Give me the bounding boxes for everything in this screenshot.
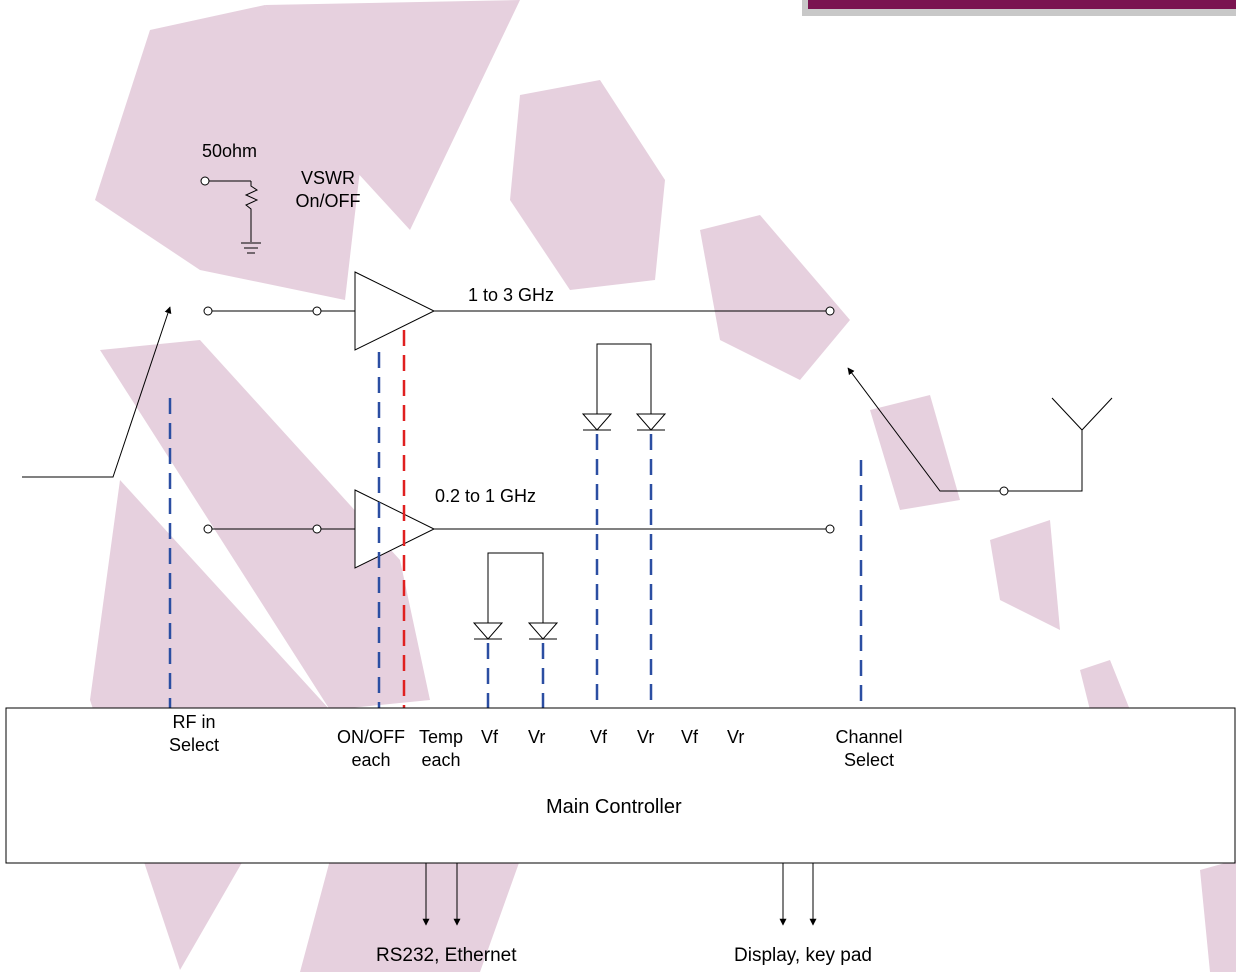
port-label-line1: Channel (835, 727, 903, 747)
band-low-label: 0.2 to 1 GHz (435, 486, 537, 506)
output-ui-label: Display, key pad (734, 945, 872, 966)
amplifier-low (354, 489, 436, 569)
amplifier-high (354, 271, 436, 351)
input-switch (22, 306, 172, 478)
output-switch-antenna (847, 367, 1113, 496)
port-vf-1: Vf (481, 727, 499, 747)
output-comm-label: RS232, Ethernet (376, 945, 517, 966)
port-channel-select: Channel Select (824, 726, 914, 772)
port-rf-in-select: RF in Select (154, 711, 234, 757)
vswr-label: VSWR On/OFF (288, 167, 368, 213)
path-high-band (203, 271, 835, 351)
band-high-label: 1 to 3 GHz (468, 285, 555, 305)
port-temp-each: Temp each (410, 726, 472, 772)
vswr-label-line1: VSWR (301, 168, 355, 188)
port-label-line1: Temp (418, 727, 463, 747)
output-arrows (422, 863, 817, 926)
port-label-line2: Select (168, 735, 220, 755)
port-label-line2: each (421, 750, 461, 770)
port-vr-2: Vr (637, 727, 655, 747)
vswr-load (200, 176, 261, 254)
port-vr-3: Vr (727, 727, 745, 747)
main-controller-title: Main Controller (546, 796, 682, 818)
control-lines (168, 330, 863, 708)
port-vf-2: Vf (590, 727, 608, 747)
resistor-value-label: 50ohm (202, 141, 258, 161)
path-low-band (203, 489, 835, 569)
port-vf-3: Vf (681, 727, 699, 747)
vswr-label-line2: On/OFF (295, 191, 361, 211)
watermark (90, 0, 1236, 972)
port-vr-1: Vr (528, 727, 546, 747)
detector-pair-upper (581, 343, 667, 431)
main-controller-box (5, 707, 1236, 864)
detector-pair-lower (472, 552, 559, 640)
port-label-line1: RF in (172, 712, 216, 732)
corner-band (802, 0, 1236, 16)
port-on-off-each: ON/OFF each (328, 726, 414, 772)
port-label-line2: each (351, 750, 391, 770)
port-label-line2: Select (843, 750, 895, 770)
port-label-line1: ON/OFF (337, 727, 405, 747)
